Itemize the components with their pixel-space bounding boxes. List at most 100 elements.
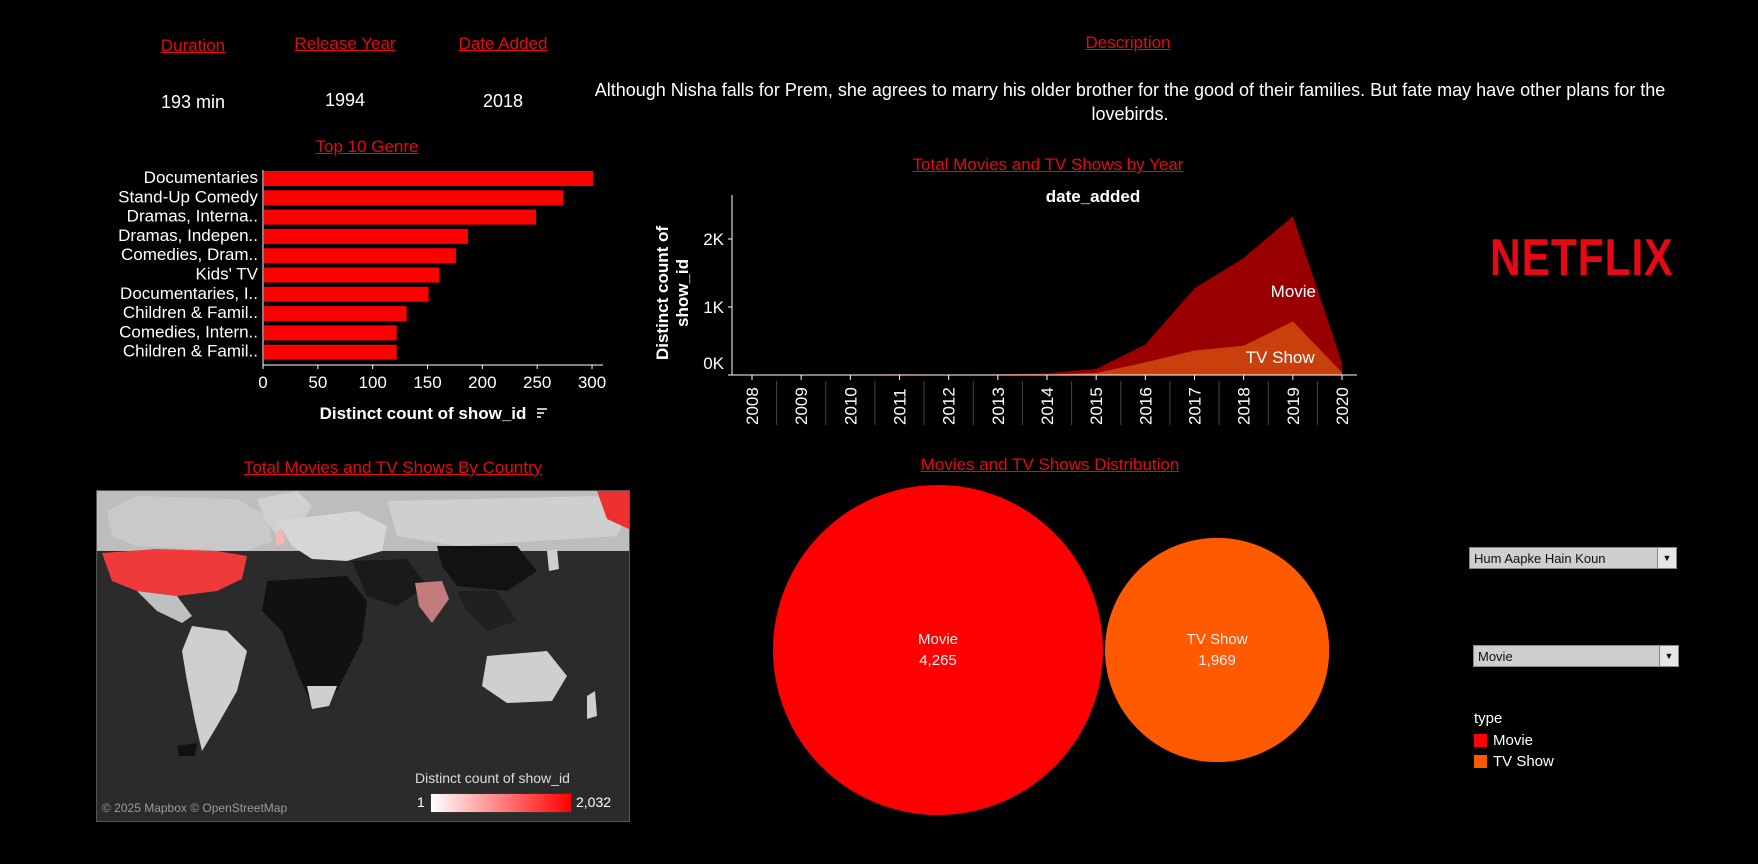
genre-bar-1[interactable]: [264, 190, 564, 206]
tv-show-area-label: TV Show: [1246, 348, 1316, 367]
genre-bar-6[interactable]: [264, 286, 429, 302]
map-south-america: [182, 626, 247, 751]
year-x-tick-1: 2009: [792, 387, 811, 425]
genre-bar-0[interactable]: [264, 171, 594, 186]
world-map-shapes: [97, 491, 629, 756]
map-legend-max: 2,032: [576, 794, 612, 810]
map-europe: [277, 511, 387, 561]
year-area-chart: date_added Distinct count ofshow_id 0K 1K 2K…: [653, 187, 1357, 425]
release-year-label: Release Year: [294, 34, 396, 53]
type-filter-dropdown[interactable]: Movie ▼: [1473, 645, 1679, 667]
genre-label-9: Children & Famil..: [123, 342, 258, 361]
genre-bar-4[interactable]: [264, 248, 456, 264]
map-canada: [107, 496, 272, 551]
map-legend-gradient: [430, 793, 572, 813]
bubble-tv-show[interactable]: TV Show 1,969: [1105, 537, 1330, 763]
bubble-movie[interactable]: Movie 4,265: [773, 485, 1103, 815]
bubble-value-tv-show: 1,969: [1198, 652, 1236, 669]
map-mexico: [137, 591, 192, 623]
duration-label: Duration: [160, 36, 226, 55]
genre-bar-8[interactable]: [264, 325, 397, 341]
year-x-tick-7: 2015: [1087, 387, 1106, 425]
year-y-tick-0: 0K: [703, 354, 724, 373]
netflix-logo: NETFLIX: [1490, 229, 1674, 287]
map-new-zealand: [587, 691, 597, 719]
genre-bar-2[interactable]: [264, 209, 536, 225]
map-australia: [482, 651, 567, 703]
year-x-tick-8: 2016: [1136, 387, 1155, 425]
year-chart-subtitle: date_added: [1046, 187, 1140, 206]
bubble-label-tv-show: TV Show: [1187, 631, 1248, 648]
map-usa: [102, 549, 247, 596]
distribution-bubble-chart: Movie 4,265 TV Show 1,969: [773, 485, 1330, 815]
map-india: [415, 581, 449, 623]
genre-label-0: Documentaries: [144, 168, 258, 187]
genre-label-7: Children & Famil..: [123, 303, 258, 322]
year-y-axis-label-line2: show_id: [673, 259, 692, 327]
year-y-tick-2: 2K: [703, 230, 724, 249]
release-year-value: 1994: [324, 90, 366, 110]
map-attribution: © 2025 Mapbox © OpenStreetMap: [102, 801, 288, 815]
genre-tick-label-3: 150: [413, 373, 441, 392]
year-chart-title: Total Movies and TV Shows by Year: [912, 155, 1184, 174]
genre-label-5: Kids' TV: [196, 265, 259, 284]
chevron-down-icon[interactable]: ▼: [1659, 646, 1678, 666]
year-x-tick-12: 2020: [1333, 387, 1352, 425]
date-added-value: 2018: [482, 91, 524, 111]
movie-area[interactable]: [752, 216, 1342, 375]
chevron-down-icon[interactable]: ▼: [1657, 548, 1676, 568]
map-japan: [547, 549, 559, 571]
year-y-axis-label: Distinct count ofshow_id: [653, 226, 692, 360]
year-x-tick-6: 2014: [1038, 387, 1057, 425]
map-antarctic: [177, 743, 197, 756]
bubble-value-movie: 4,265: [919, 652, 957, 669]
description-label: Description: [1085, 33, 1171, 52]
year-x-tick-10: 2018: [1235, 387, 1254, 425]
date-added-label: Date Added: [458, 34, 548, 53]
title-filter-dropdown[interactable]: Hum Aapke Hain Koun ▼: [1469, 547, 1677, 569]
map-se-asia: [457, 591, 517, 631]
map-legend-title: Distinct count of show_id: [415, 770, 570, 786]
type-filter-value: Movie: [1478, 648, 1513, 664]
genre-tick-label-1: 50: [308, 373, 327, 392]
distribution-title: Movies and TV Shows Distribution: [920, 455, 1180, 474]
genre-tick-label-2: 100: [358, 373, 386, 392]
map-uk: [275, 529, 285, 546]
genre-tick-label-6: 300: [578, 373, 606, 392]
genre-bar-3[interactable]: [264, 228, 468, 244]
genre-tick-label-0: 0: [258, 373, 267, 392]
map-south-africa: [307, 686, 337, 709]
genre-chart-title: Top 10 Genre: [315, 137, 419, 156]
genre-label-1: Stand-Up Comedy: [118, 187, 258, 206]
country-map[interactable]: © 2025 Mapbox © OpenStreetMap Distinct c…: [96, 490, 630, 822]
bubble-circle-tv-show[interactable]: [1105, 537, 1330, 763]
year-y-axis-label-line1: Distinct count of: [653, 226, 672, 360]
genre-label-3: Dramas, Indepen..: [118, 226, 258, 245]
year-x-tick-4: 2012: [940, 387, 959, 425]
description-text: Although Nisha falls for Prem, she agree…: [594, 80, 1666, 124]
map-legend-min: 1: [417, 794, 425, 810]
bubble-label-movie: Movie: [918, 631, 958, 648]
genre-tick-label-5: 250: [523, 373, 551, 392]
map-china: [437, 546, 537, 591]
bubble-circle-movie[interactable]: [773, 485, 1103, 815]
legend-item-movie[interactable]: Movie: [1474, 730, 1554, 751]
legend-item-tv-show[interactable]: TV Show: [1474, 751, 1554, 772]
genre-bar-9[interactable]: [264, 344, 397, 360]
map-russia: [387, 496, 629, 546]
year-x-tick-3: 2011: [891, 388, 910, 425]
map-africa: [262, 576, 367, 706]
sort-icon[interactable]: [537, 408, 547, 418]
genre-bar-5[interactable]: [264, 267, 440, 283]
map-title: Total Movies and TV Shows By Country: [243, 458, 543, 477]
genre-x-axis-label: Distinct count of show_id: [320, 404, 527, 423]
tv-show-area[interactable]: [752, 321, 1342, 375]
duration-value: 193 min: [160, 92, 226, 112]
type-legend: type Movie TV Show: [1474, 710, 1554, 772]
legend-label-tv-show: TV Show: [1493, 753, 1554, 770]
year-x-tick-11: 2019: [1284, 387, 1303, 425]
year-x-tick-2: 2010: [841, 387, 860, 425]
genre-label-4: Comedies, Dram..: [121, 245, 258, 264]
genre-bar-7[interactable]: [264, 306, 407, 322]
